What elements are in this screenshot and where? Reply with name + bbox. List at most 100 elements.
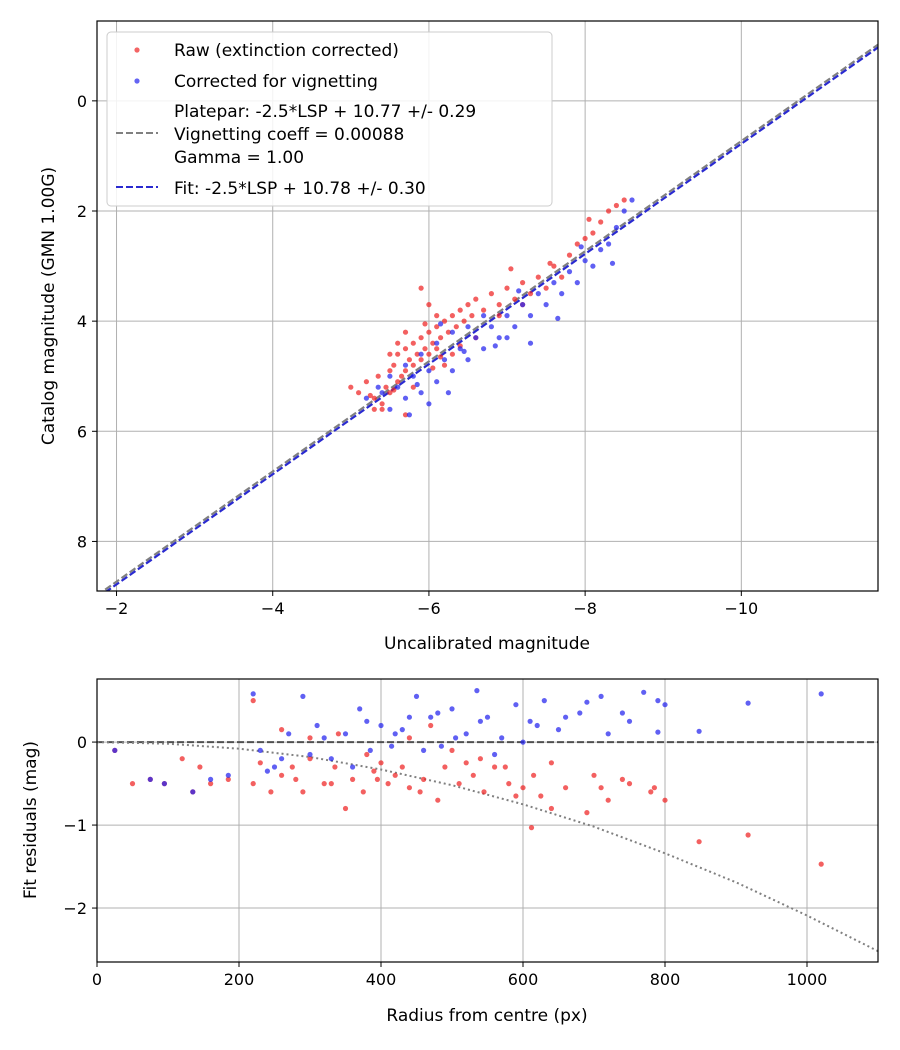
raw-point	[410, 384, 416, 390]
raw-point	[279, 727, 285, 733]
corrected-point	[582, 258, 588, 264]
raw-point	[406, 357, 412, 363]
corrected-point	[314, 722, 320, 729]
raw-point	[441, 318, 448, 324]
raw-point	[364, 751, 370, 758]
raw-point	[481, 307, 487, 313]
corrected-point	[598, 693, 604, 700]
corrected-point	[481, 313, 487, 319]
corrected-point	[375, 384, 381, 390]
corrected-point	[457, 346, 463, 352]
corrected-point	[438, 743, 444, 749]
top-chart-legend: Raw (extinction corrected) Corrected for…	[106, 31, 553, 207]
raw-point	[473, 296, 479, 302]
raw-point	[387, 368, 393, 374]
raw-point	[307, 735, 313, 741]
raw-point	[449, 747, 455, 754]
raw-point	[257, 760, 263, 766]
raw-point	[551, 263, 557, 269]
raw-point	[538, 793, 544, 799]
x-tick-label: 1000	[787, 970, 828, 989]
corrected-point	[463, 731, 469, 737]
raw-point	[651, 785, 658, 791]
raw-point	[496, 302, 502, 308]
corrected-point	[378, 722, 384, 729]
raw-point	[520, 280, 526, 286]
legend-corrected-marker	[134, 78, 140, 84]
corrected-point	[477, 718, 483, 724]
raw-point	[342, 805, 349, 812]
raw-point	[293, 776, 299, 783]
vignetting-curve	[97, 741, 878, 953]
raw-point	[463, 760, 469, 766]
raw-point	[434, 324, 440, 330]
raw-point	[818, 861, 824, 867]
raw-point	[426, 329, 432, 335]
raw-point	[395, 379, 401, 385]
corrected-point	[499, 735, 505, 741]
corrected-point	[818, 691, 824, 697]
corrected-point	[488, 324, 494, 330]
corrected-point	[428, 714, 434, 720]
corrected-point	[434, 340, 440, 346]
corrected-point	[441, 357, 448, 363]
raw-point	[512, 296, 518, 302]
corrected-point	[307, 751, 313, 758]
x-tick-label: −2	[105, 599, 129, 618]
corrected-point	[399, 727, 405, 733]
raw-point	[414, 351, 420, 357]
raw-point	[496, 313, 502, 319]
corrected-point	[492, 343, 498, 349]
raw-point	[648, 789, 654, 795]
corrected-point	[613, 224, 620, 231]
corrected-point	[484, 714, 491, 720]
y-tick-label: 6	[77, 422, 87, 441]
legend-fit-label: Fit: -2.5*LSP + 10.78 +/- 0.30	[174, 179, 426, 199]
raw-point	[465, 302, 471, 308]
raw-point	[598, 219, 604, 225]
raw-point	[360, 789, 366, 795]
raw-point	[745, 832, 751, 838]
raw-point	[449, 313, 455, 319]
corrected-point	[590, 263, 596, 269]
bottom-chart-ylabel: Fit residuals (mag)	[21, 741, 41, 899]
raw-point	[356, 390, 362, 396]
y-tick-label: 0	[77, 733, 87, 752]
raw-point	[402, 368, 409, 374]
corrected-point	[577, 710, 583, 716]
raw-point	[477, 756, 483, 762]
raw-point	[321, 781, 327, 787]
corrected-point	[527, 313, 534, 319]
raw-point	[332, 764, 338, 770]
corrected-point	[641, 689, 647, 695]
corrected-point	[516, 288, 522, 294]
corrected-point	[504, 313, 510, 319]
legend-box	[106, 31, 553, 207]
corrected-point	[406, 412, 412, 418]
raw-point	[197, 764, 203, 770]
raw-point	[504, 285, 510, 291]
raw-point	[428, 722, 434, 729]
raw-point	[548, 805, 555, 812]
raw-point	[410, 362, 416, 368]
raw-point	[422, 346, 428, 352]
raw-point	[375, 373, 381, 379]
raw-point	[374, 776, 380, 783]
y-tick-label: −1	[63, 816, 87, 835]
corrected-point	[389, 743, 395, 749]
legend-corrected-label: Corrected for vignetting	[174, 72, 378, 92]
corrected-point	[745, 700, 751, 706]
x-tick-label: 0	[92, 970, 102, 989]
raw-point	[438, 335, 444, 341]
corrected-point	[534, 722, 540, 729]
raw-point	[488, 291, 494, 297]
corrected-point	[402, 395, 409, 401]
raw-point	[421, 776, 427, 783]
legend-platepar-line3: Gamma = 1.00	[174, 148, 304, 168]
corrected-point	[395, 384, 401, 390]
corrected-point	[363, 395, 369, 401]
raw-point	[422, 321, 428, 327]
raw-point	[445, 329, 451, 335]
top-chart-ylabel: Catalog magnitude (GMN 1.00G)	[39, 167, 59, 445]
